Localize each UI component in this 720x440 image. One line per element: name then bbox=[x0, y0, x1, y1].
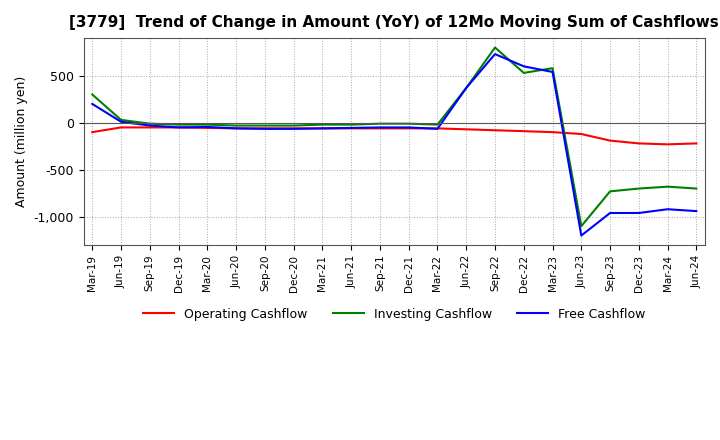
Operating Cashflow bbox=[519, 128, 528, 134]
Operating Cashflow bbox=[462, 127, 471, 132]
Free Cashflow bbox=[692, 209, 701, 214]
Free Cashflow bbox=[203, 125, 212, 130]
Operating Cashflow bbox=[174, 125, 183, 130]
Free Cashflow bbox=[663, 207, 672, 212]
Free Cashflow bbox=[405, 125, 413, 130]
Operating Cashflow bbox=[606, 138, 614, 143]
Operating Cashflow bbox=[491, 128, 500, 133]
Free Cashflow bbox=[88, 101, 96, 106]
Operating Cashflow bbox=[663, 142, 672, 147]
Free Cashflow bbox=[261, 126, 269, 132]
Operating Cashflow bbox=[145, 125, 154, 130]
Operating Cashflow bbox=[692, 141, 701, 146]
Investing Cashflow bbox=[577, 224, 585, 229]
Free Cashflow bbox=[491, 51, 500, 57]
Operating Cashflow bbox=[88, 129, 96, 135]
Line: Operating Cashflow: Operating Cashflow bbox=[92, 128, 696, 144]
Investing Cashflow bbox=[405, 121, 413, 126]
Line: Free Cashflow: Free Cashflow bbox=[92, 54, 696, 235]
Investing Cashflow bbox=[376, 121, 384, 126]
Investing Cashflow bbox=[88, 92, 96, 97]
Operating Cashflow bbox=[376, 126, 384, 131]
Investing Cashflow bbox=[606, 189, 614, 194]
Free Cashflow bbox=[318, 126, 327, 131]
Investing Cashflow bbox=[548, 66, 557, 71]
Investing Cashflow bbox=[174, 122, 183, 127]
Operating Cashflow bbox=[433, 126, 442, 131]
Investing Cashflow bbox=[261, 123, 269, 128]
Free Cashflow bbox=[462, 85, 471, 91]
Free Cashflow bbox=[289, 126, 298, 132]
Free Cashflow bbox=[548, 70, 557, 75]
Free Cashflow bbox=[376, 125, 384, 130]
Free Cashflow bbox=[145, 123, 154, 128]
Investing Cashflow bbox=[692, 186, 701, 191]
Line: Investing Cashflow: Investing Cashflow bbox=[92, 48, 696, 226]
Free Cashflow bbox=[117, 119, 125, 125]
Operating Cashflow bbox=[117, 125, 125, 130]
Investing Cashflow bbox=[491, 45, 500, 50]
Investing Cashflow bbox=[289, 123, 298, 128]
Operating Cashflow bbox=[203, 125, 212, 131]
Operating Cashflow bbox=[548, 129, 557, 135]
Free Cashflow bbox=[347, 125, 356, 131]
Investing Cashflow bbox=[519, 70, 528, 76]
Investing Cashflow bbox=[462, 85, 471, 91]
Investing Cashflow bbox=[117, 117, 125, 123]
Investing Cashflow bbox=[203, 122, 212, 127]
Free Cashflow bbox=[433, 126, 442, 132]
Operating Cashflow bbox=[405, 126, 413, 131]
Investing Cashflow bbox=[347, 122, 356, 127]
Operating Cashflow bbox=[347, 126, 356, 131]
Y-axis label: Amount (million yen): Amount (million yen) bbox=[15, 76, 28, 207]
Operating Cashflow bbox=[261, 126, 269, 131]
Free Cashflow bbox=[634, 210, 643, 216]
Operating Cashflow bbox=[634, 141, 643, 146]
Free Cashflow bbox=[519, 64, 528, 69]
Free Cashflow bbox=[606, 210, 614, 216]
Title: [3779]  Trend of Change in Amount (YoY) of 12Mo Moving Sum of Cashflows: [3779] Trend of Change in Amount (YoY) o… bbox=[69, 15, 719, 30]
Operating Cashflow bbox=[318, 126, 327, 131]
Investing Cashflow bbox=[634, 186, 643, 191]
Investing Cashflow bbox=[318, 122, 327, 127]
Investing Cashflow bbox=[433, 122, 442, 127]
Operating Cashflow bbox=[577, 132, 585, 137]
Legend: Operating Cashflow, Investing Cashflow, Free Cashflow: Operating Cashflow, Investing Cashflow, … bbox=[138, 303, 651, 326]
Investing Cashflow bbox=[145, 121, 154, 126]
Operating Cashflow bbox=[289, 126, 298, 131]
Free Cashflow bbox=[174, 125, 183, 130]
Free Cashflow bbox=[577, 233, 585, 238]
Free Cashflow bbox=[232, 126, 240, 131]
Investing Cashflow bbox=[663, 184, 672, 189]
Operating Cashflow bbox=[232, 126, 240, 131]
Investing Cashflow bbox=[232, 123, 240, 128]
